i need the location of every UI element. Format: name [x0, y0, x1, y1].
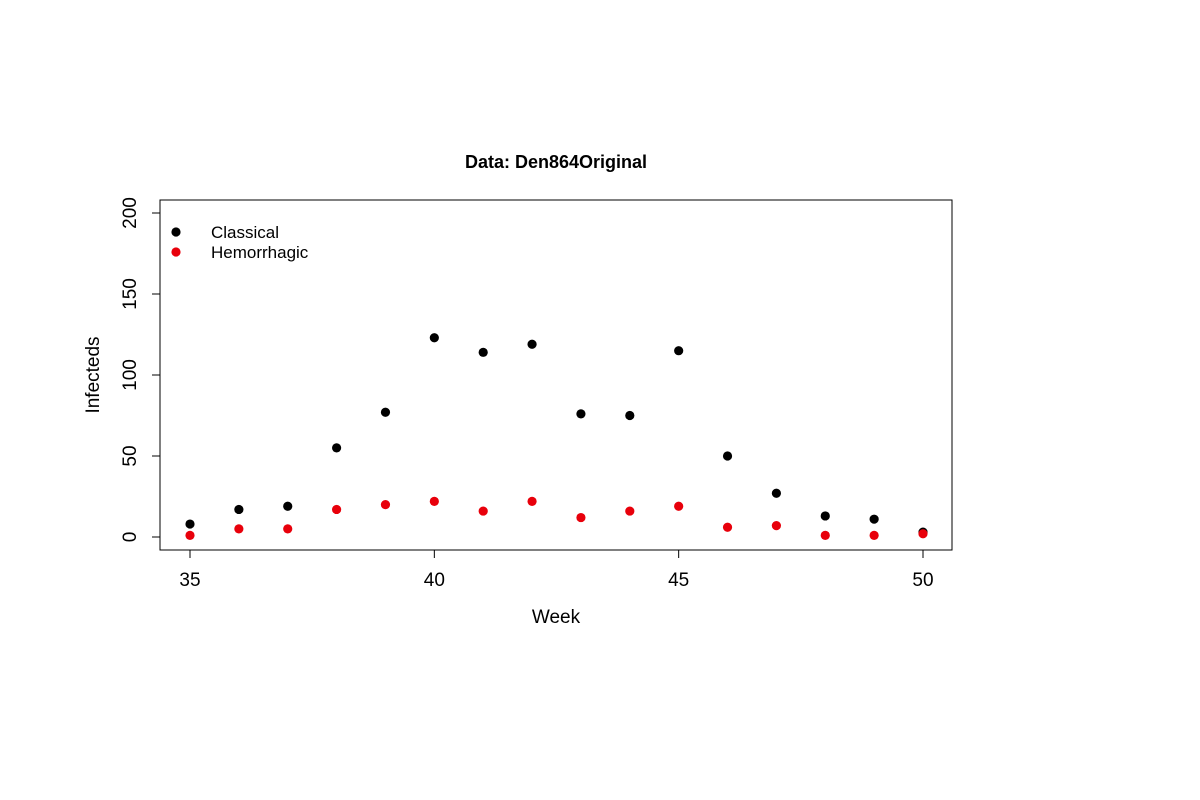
data-point — [820, 511, 830, 521]
data-point — [576, 512, 586, 523]
x-tick-label: 45 — [668, 570, 689, 591]
y-tick-label: 0 — [120, 532, 141, 543]
data-point — [332, 504, 342, 515]
data-point — [527, 496, 537, 506]
data-point — [820, 530, 830, 540]
data-point — [674, 501, 684, 511]
y-tick-label: 150 — [120, 278, 141, 310]
y-axis-label: Infecteds — [83, 336, 104, 413]
data-point — [625, 410, 635, 421]
x-axis: 35 40 45 50 — [179, 549, 934, 591]
y-tick-label: 100 — [120, 359, 141, 391]
data-point — [576, 409, 586, 419]
x-tick-label: 35 — [179, 570, 200, 591]
x-tick-label: 40 — [424, 570, 445, 591]
y-tick-label: 50 — [120, 445, 141, 466]
data-point — [429, 496, 439, 506]
data-point — [185, 519, 195, 529]
legend-label: Classical — [211, 223, 279, 242]
data-points — [185, 333, 928, 540]
data-point — [478, 347, 488, 357]
data-point — [429, 333, 439, 343]
data-point — [234, 524, 244, 534]
legend-marker — [171, 247, 181, 257]
data-point — [332, 443, 342, 453]
legend-label: Hemorrhagic — [211, 243, 309, 262]
data-point — [380, 500, 391, 510]
data-point — [185, 530, 195, 540]
data-point — [234, 504, 244, 515]
x-axis-label: Week — [532, 607, 581, 628]
data-point — [283, 524, 293, 534]
data-point — [869, 530, 879, 540]
data-point — [283, 501, 293, 511]
data-point — [527, 339, 537, 349]
data-point — [722, 522, 733, 532]
data-point — [674, 346, 684, 356]
data-point — [771, 488, 782, 498]
data-point — [380, 407, 391, 417]
y-tick-label: 200 — [120, 197, 141, 229]
legend-marker — [171, 227, 181, 237]
series-hemorrhagic — [185, 496, 928, 540]
data-point — [722, 451, 733, 461]
x-tick-label: 50 — [912, 570, 933, 591]
data-point — [478, 506, 488, 516]
series-classical — [185, 333, 928, 537]
y-axis: 0 50 100 150 200 — [120, 197, 161, 543]
data-point — [625, 506, 635, 516]
data-point — [771, 521, 782, 531]
data-point — [869, 514, 879, 524]
data-point — [918, 529, 928, 539]
chart-title: Data: Den864Original — [465, 152, 647, 172]
